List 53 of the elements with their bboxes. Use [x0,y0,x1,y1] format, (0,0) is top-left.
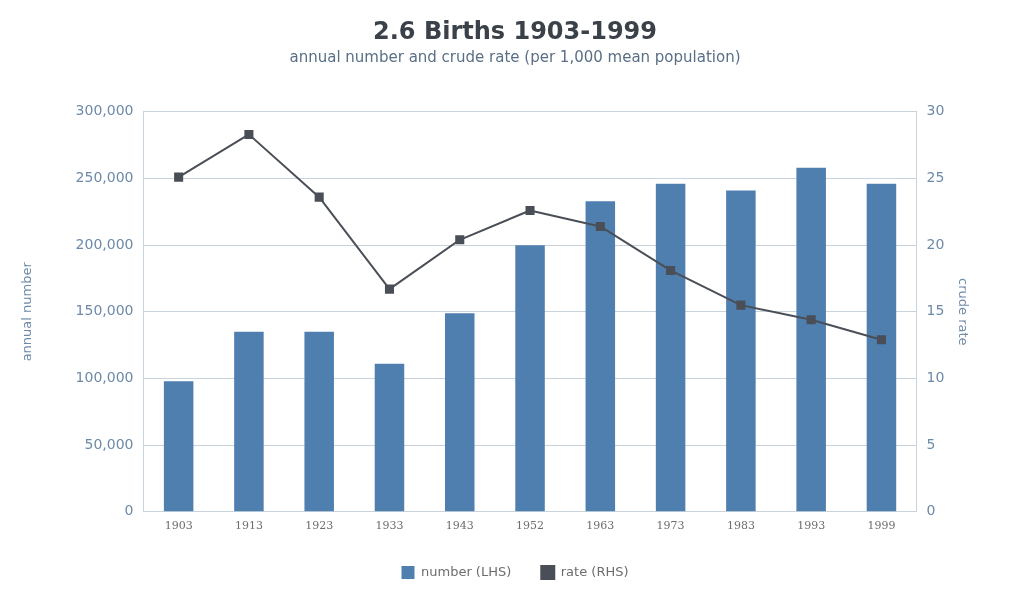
chart-subtitle: annual number and crude rate (per 1,000 mean population) [289,47,741,66]
y-tick-label: 250,000 [75,169,134,186]
x-tick-label: 1952 [516,519,545,533]
point [314,192,324,202]
x-tick-label: 1943 [445,519,474,533]
bar [655,183,686,512]
bar [866,183,897,512]
y2-tick-label: 30 [926,102,945,119]
x-tick-label: 1933 [375,519,404,533]
point [666,265,676,275]
legend-label: rate (RHS) [560,563,629,579]
x-tick-label: 1963 [586,519,615,533]
y-tick-label: 300,000 [75,102,134,119]
bar [304,331,334,512]
y-tick-label: 150,000 [75,302,134,319]
x-tick-label: 1983 [726,519,755,533]
point [244,129,254,139]
bar [515,245,545,512]
y-tick-label: 100,000 [75,369,134,386]
point [525,205,535,215]
point [876,335,886,345]
x-tick-label: 1993 [797,519,826,533]
y-axis-title: annual number [19,261,35,362]
x-tick-label: 1913 [234,519,263,533]
x-tick-label: 1999 [867,519,896,533]
point [384,284,395,294]
y2-tick-label: 5 [926,435,936,452]
chart-title: 2.6 Births 1903-1999 [373,16,657,45]
bar [445,313,475,512]
y-tick-label: 200,000 [75,235,134,252]
y2-tick-label: 15 [926,302,945,319]
point [455,235,465,245]
y-tick-label: 50,000 [84,435,134,452]
point [595,221,605,231]
bar [726,190,756,512]
point [806,315,816,325]
point [174,172,184,182]
y2-axis-title: crude rate [955,278,971,346]
bar [163,381,194,512]
bar [796,167,826,512]
y2-tick-label: 25 [926,169,945,186]
point [736,300,746,310]
bar [585,201,616,512]
x-tick-label: 1973 [656,519,685,533]
bar [374,363,405,512]
x-tick-label: 1903 [164,519,193,533]
bar [234,331,264,512]
y-tick-label: 0 [124,502,134,519]
y2-tick-label: 0 [926,502,936,519]
legend-label: number (LHS) [420,563,512,579]
y2-tick-label: 20 [926,235,945,252]
y2-tick-label: 10 [926,369,945,386]
x-tick-label: 1923 [305,519,334,533]
